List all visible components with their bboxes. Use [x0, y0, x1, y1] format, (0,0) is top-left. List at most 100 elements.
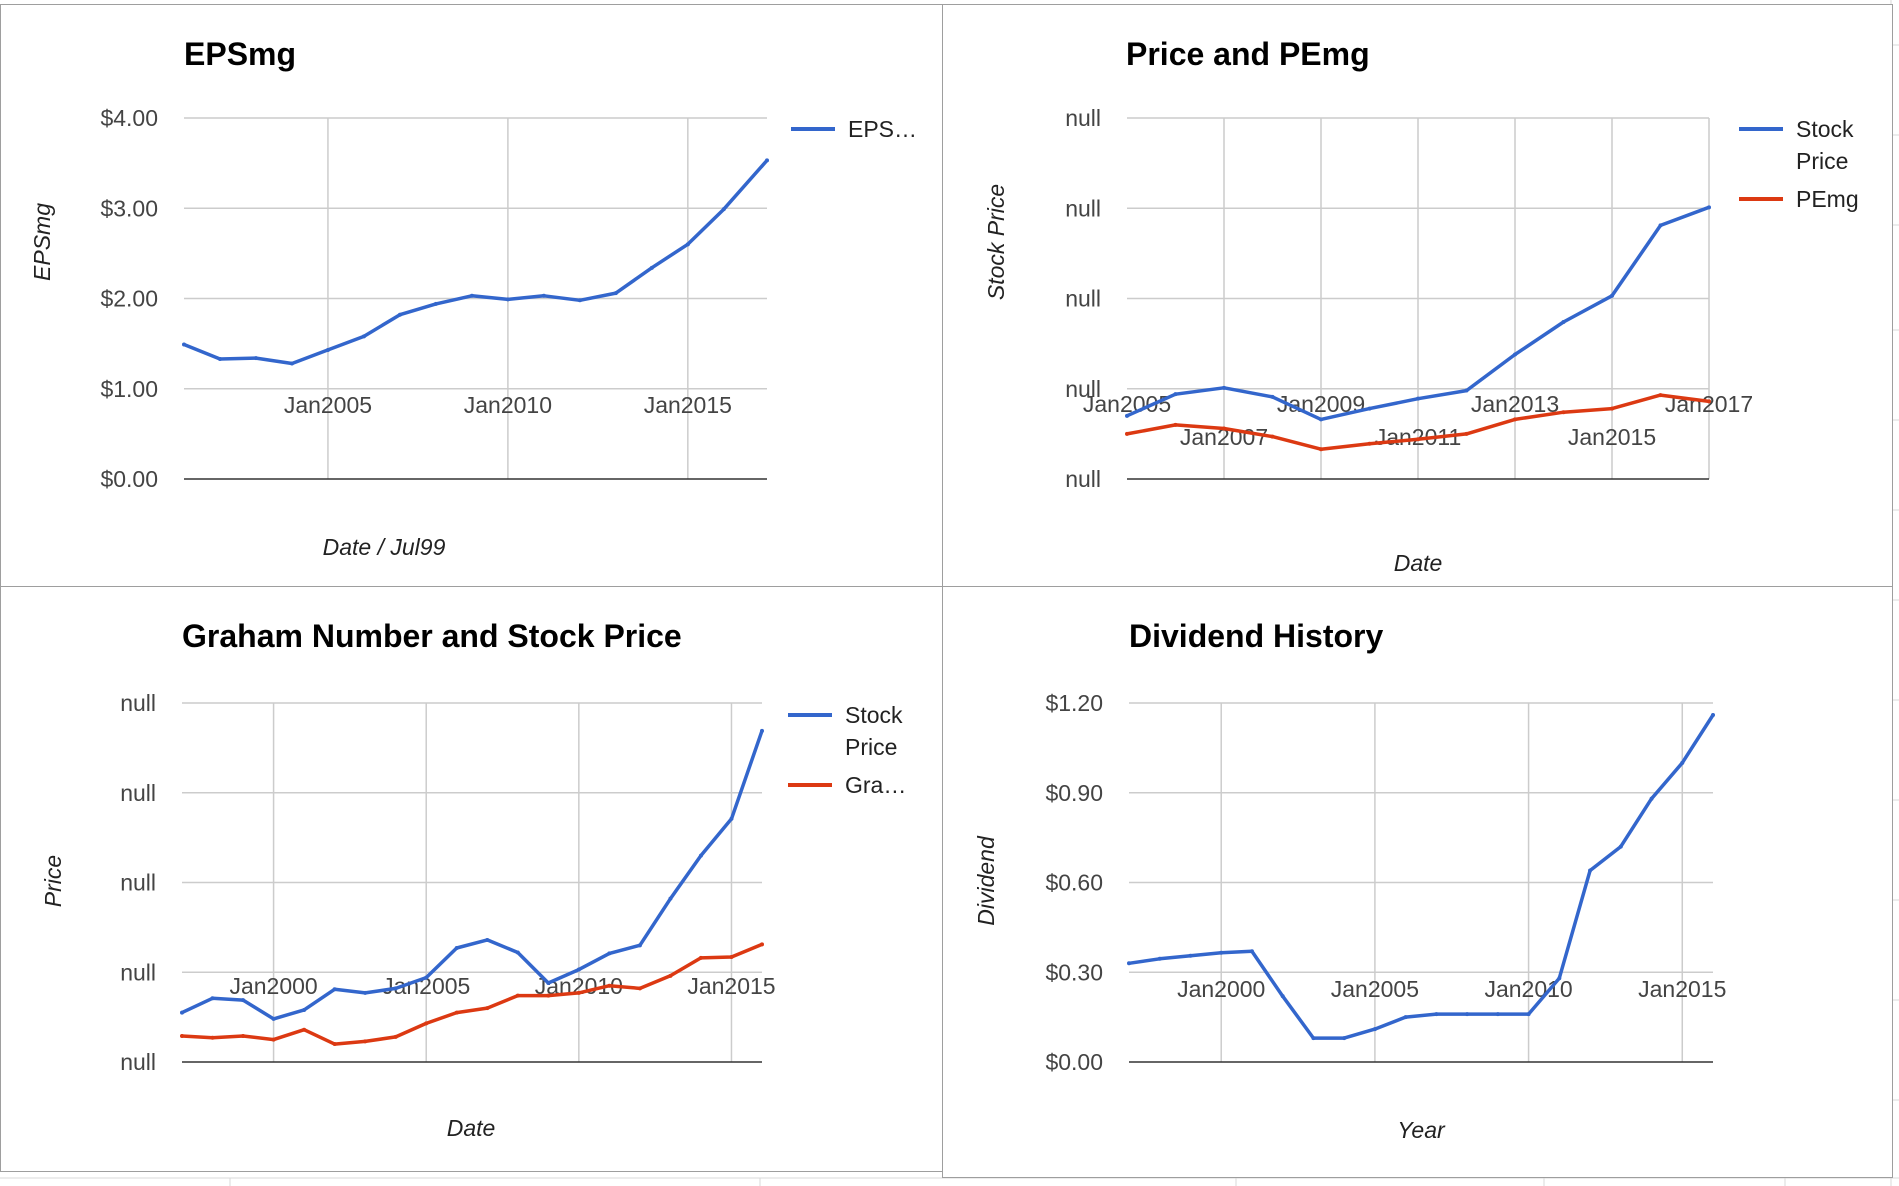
data-point[interactable] — [180, 1033, 184, 1038]
data-point[interactable] — [1157, 956, 1162, 961]
data-point[interactable] — [1222, 426, 1226, 431]
series-line-1[interactable] — [180, 729, 764, 1021]
data-point[interactable] — [698, 853, 703, 858]
data-point[interactable] — [469, 293, 474, 298]
series-line-1[interactable] — [1127, 713, 1715, 1040]
price-pe-chart-panel[interactable]: Price and PEmg null null null null null Jan200… — [942, 4, 1893, 587]
data-point[interactable] — [1711, 712, 1715, 717]
data-point[interactable] — [637, 986, 642, 991]
data-point[interactable] — [454, 1010, 459, 1015]
data-point[interactable] — [332, 987, 337, 992]
data-point[interactable] — [210, 996, 215, 1001]
data-point[interactable] — [1219, 950, 1224, 955]
data-point[interactable] — [1125, 413, 1129, 418]
data-point[interactable] — [1249, 949, 1254, 954]
data-point[interactable] — [515, 950, 520, 955]
data-point[interactable] — [241, 1033, 246, 1038]
data-point[interactable] — [302, 1027, 307, 1032]
data-point[interactable] — [698, 955, 703, 960]
data-point[interactable] — [325, 347, 330, 352]
data-point[interactable] — [485, 1006, 490, 1011]
data-point[interactable] — [363, 1039, 368, 1044]
data-point[interactable] — [1319, 417, 1323, 422]
data-point[interactable] — [1270, 394, 1275, 399]
data-point[interactable] — [685, 242, 690, 247]
data-point[interactable] — [515, 993, 520, 998]
data-point[interactable] — [361, 334, 366, 339]
data-point[interactable] — [721, 207, 726, 212]
data-point[interactable] — [505, 297, 510, 302]
data-point[interactable] — [1658, 393, 1663, 398]
data-point[interactable] — [668, 973, 673, 978]
data-point[interactable] — [1658, 223, 1663, 228]
eps-chart-panel[interactable]: EPSmg $0.00 $1.00 $2.00 $3.00 $4.00 Jan2005 Jan… — [0, 4, 943, 587]
data-point[interactable] — [1464, 431, 1469, 436]
data-point[interactable] — [1513, 352, 1517, 357]
series-line-2[interactable] — [180, 942, 764, 1046]
data-point[interactable] — [668, 896, 673, 901]
data-point[interactable] — [760, 942, 764, 947]
data-point[interactable] — [271, 1037, 276, 1042]
data-point[interactable] — [729, 954, 734, 959]
data-point[interactable] — [760, 728, 764, 733]
data-point[interactable] — [1311, 1036, 1316, 1041]
data-point[interactable] — [393, 1034, 398, 1039]
data-point[interactable] — [363, 990, 368, 995]
dividend-chart-panel[interactable]: Dividend History $0.00 $0.30 $0.60 $0.90 $1.2… — [942, 586, 1893, 1178]
data-point[interactable] — [253, 356, 258, 361]
data-point[interactable] — [649, 265, 654, 270]
data-point[interactable] — [433, 301, 438, 306]
data-point[interactable] — [1526, 1012, 1531, 1017]
data-point[interactable] — [546, 993, 551, 998]
series-line-1[interactable] — [182, 158, 769, 366]
data-point[interactable] — [1280, 994, 1285, 999]
data-point[interactable] — [1188, 953, 1193, 958]
data-point[interactable] — [1270, 434, 1275, 439]
data-point[interactable] — [765, 158, 769, 163]
data-point[interactable] — [424, 975, 429, 980]
data-point[interactable] — [271, 1016, 276, 1021]
graham-chart-panel[interactable]: Graham Number and Stock Price null null nul… — [0, 586, 943, 1172]
data-point[interactable] — [1618, 844, 1623, 849]
data-point[interactable] — [1465, 1012, 1470, 1017]
data-point[interactable] — [1222, 385, 1226, 390]
data-point[interactable] — [1434, 1012, 1439, 1017]
data-point[interactable] — [1464, 388, 1469, 393]
data-point[interactable] — [485, 937, 490, 942]
data-point[interactable] — [1680, 760, 1685, 765]
data-point[interactable] — [1367, 441, 1372, 446]
data-point[interactable] — [1561, 319, 1566, 324]
data-point[interactable] — [637, 943, 642, 948]
data-point[interactable] — [607, 951, 612, 956]
data-point[interactable] — [424, 1021, 429, 1026]
data-point[interactable] — [1610, 293, 1614, 298]
data-point[interactable] — [1173, 392, 1178, 397]
data-point[interactable] — [302, 1007, 307, 1012]
data-point[interactable] — [1372, 1027, 1377, 1032]
data-point[interactable] — [607, 983, 612, 988]
data-point[interactable] — [1649, 796, 1654, 801]
data-point[interactable] — [1367, 406, 1372, 411]
data-point[interactable] — [210, 1035, 215, 1040]
data-point[interactable] — [1557, 976, 1562, 981]
data-point[interactable] — [576, 967, 581, 972]
data-point[interactable] — [1416, 437, 1420, 442]
data-point[interactable] — [182, 342, 186, 347]
data-point[interactable] — [454, 946, 459, 951]
data-point[interactable] — [1707, 399, 1711, 404]
data-point[interactable] — [393, 986, 398, 991]
data-point[interactable] — [180, 1010, 184, 1015]
data-point[interactable] — [577, 298, 582, 303]
data-point[interactable] — [541, 293, 546, 298]
data-point[interactable] — [241, 998, 246, 1003]
data-point[interactable] — [1561, 410, 1566, 415]
data-point[interactable] — [613, 291, 618, 296]
data-point[interactable] — [1416, 396, 1420, 401]
data-point[interactable] — [1127, 961, 1131, 966]
data-point[interactable] — [1495, 1012, 1500, 1017]
data-point[interactable] — [1173, 422, 1178, 427]
data-point[interactable] — [1513, 417, 1517, 422]
data-point[interactable] — [332, 1042, 337, 1047]
data-point[interactable] — [289, 361, 294, 366]
data-point[interactable] — [1319, 447, 1323, 452]
